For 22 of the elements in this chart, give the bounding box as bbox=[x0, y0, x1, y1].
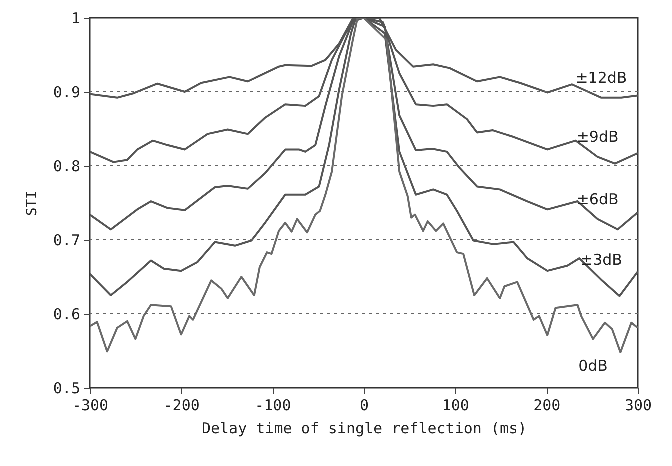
line-series bbox=[90, 18, 638, 298]
y-tick-label: 0.7 bbox=[53, 232, 80, 250]
series-label: ±3dB bbox=[580, 250, 622, 269]
series-label: 0dB bbox=[578, 357, 608, 376]
y-axis-title: STI bbox=[24, 190, 40, 216]
x-tick-label: -100 bbox=[255, 396, 292, 414]
y-tick-label: 0.8 bbox=[53, 158, 80, 176]
series-label: ±12dB bbox=[576, 68, 628, 87]
x-tick-label: 0 bbox=[360, 396, 370, 414]
y-tick-label: 1 bbox=[71, 10, 80, 28]
series-label: ±9dB bbox=[576, 128, 619, 146]
x-tick-label: -200 bbox=[164, 396, 200, 414]
line-series bbox=[90, 18, 638, 354]
x-tick-label: 300 bbox=[624, 396, 652, 414]
y-tick-label: 0.9 bbox=[53, 84, 80, 102]
x-tick-label: -300 bbox=[72, 396, 109, 414]
y-tick-label: 0.6 bbox=[53, 306, 80, 324]
series-label: ±6dB bbox=[576, 190, 619, 208]
x-tick-label: 200 bbox=[534, 396, 561, 414]
x-tick-label: 100 bbox=[442, 396, 470, 414]
y-tick-label: 0.5 bbox=[53, 380, 80, 398]
x-axis-title: Delay time of single reflection (ms) bbox=[202, 420, 528, 438]
